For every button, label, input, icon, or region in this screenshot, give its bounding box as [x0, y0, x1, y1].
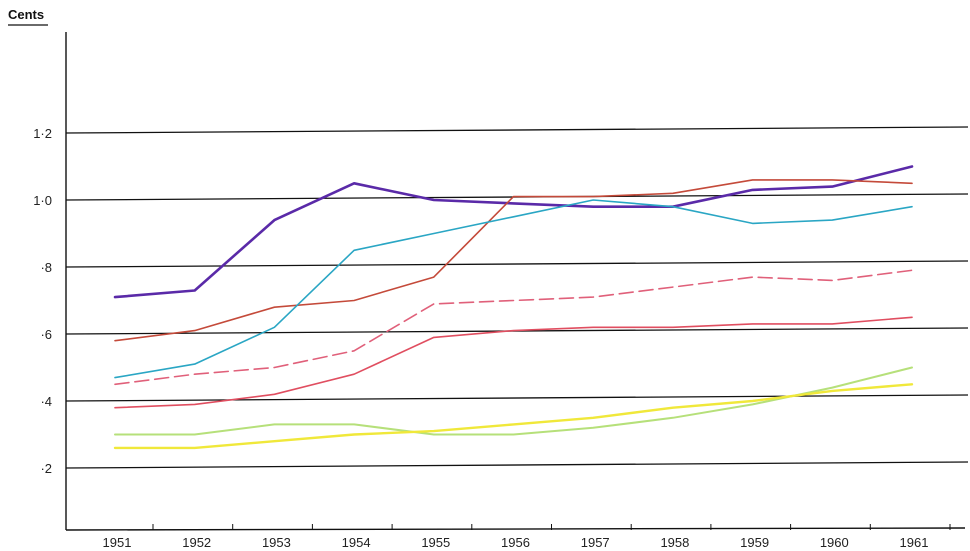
gridline [65, 461, 969, 469]
y-tick-label: ·4 [40, 394, 52, 409]
x-axis [65, 527, 966, 531]
x-tick-label: 1954 [342, 535, 371, 550]
gridline [65, 126, 969, 134]
series-line-4 [114, 269, 913, 386]
series-line-3 [114, 199, 913, 379]
gridline [65, 260, 969, 268]
y-tick-label: 1·0 [33, 193, 52, 208]
y-tick-label: 1·2 [33, 126, 52, 141]
y-tick-label: ·6 [40, 327, 52, 342]
series-line-1 [113, 165, 914, 299]
x-tick-label: 1957 [581, 535, 610, 550]
x-tick-label: 1951 [103, 535, 132, 550]
series-lines [113, 165, 914, 450]
y-tick-label: ·8 [40, 260, 52, 275]
gridline [65, 394, 969, 402]
gridlines [65, 126, 969, 469]
x-tick-label: 1956 [501, 535, 530, 550]
y-axis-label: Cents [8, 7, 44, 22]
x-tick-label: 1955 [421, 535, 450, 550]
x-tick-label: 1953 [262, 535, 291, 550]
series-line-7 [113, 383, 914, 450]
x-tick-label: 1960 [820, 535, 849, 550]
series-line-2 [114, 179, 913, 342]
x-tick-label: 1959 [740, 535, 769, 550]
x-tick-label: 1958 [660, 535, 689, 550]
axes [65, 32, 966, 531]
y-tick-labels: 1·2 1·0 ·8 ·6 ·4 ·2 [33, 126, 52, 476]
x-tick-label: 1952 [182, 535, 211, 550]
series-line-5 [114, 316, 913, 409]
y-tick-label: ·2 [40, 461, 52, 476]
x-tick-label: 1961 [900, 535, 929, 550]
x-tick-labels: 1951 1952 1953 1954 1955 1956 1957 1958 1959 1960… [103, 524, 951, 550]
